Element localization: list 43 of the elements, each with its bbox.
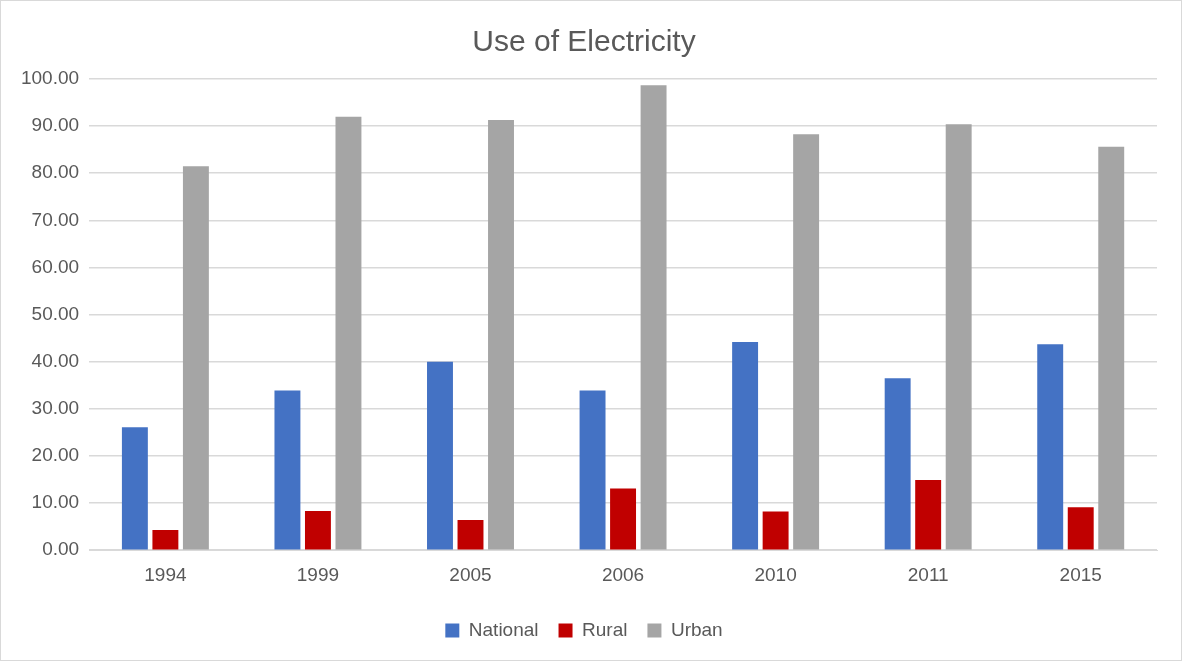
y-tick-label: 60.00 — [31, 255, 80, 277]
y-tick-label: 0.00 — [42, 538, 80, 560]
y-tick-label: 100.00 — [20, 67, 80, 89]
bar — [640, 85, 667, 550]
bar — [488, 119, 514, 550]
bar — [1098, 146, 1125, 550]
y-tick-label: 40.00 — [31, 349, 80, 371]
bar — [945, 124, 972, 550]
bar — [884, 378, 911, 550]
x-tick-label: 2011 — [907, 563, 949, 585]
y-tick-label: 30.00 — [31, 397, 80, 419]
y-tick-label: 10.00 — [31, 491, 80, 513]
bar — [915, 479, 942, 550]
bar — [610, 488, 637, 550]
bar — [457, 520, 484, 550]
y-tick-label: 90.00 — [31, 114, 80, 136]
x-tick-label: 2005 — [449, 563, 492, 585]
bar — [732, 341, 759, 550]
bar — [427, 361, 453, 550]
bar — [1037, 344, 1064, 550]
x-tick-label: 1994 — [144, 563, 187, 585]
bar — [335, 116, 362, 550]
legend-label: National — [468, 618, 539, 640]
chart-title: Use of Electricity — [472, 24, 696, 58]
y-tick-label: 80.00 — [31, 161, 80, 183]
y-tick-label: 20.00 — [31, 444, 80, 466]
bar — [1067, 507, 1094, 550]
bar — [182, 166, 209, 550]
bar — [579, 390, 606, 550]
bar — [762, 511, 789, 550]
y-tick-label: 50.00 — [31, 302, 80, 324]
bar — [304, 511, 331, 550]
bar — [274, 390, 301, 550]
x-tick-label: 2010 — [754, 563, 797, 585]
bar — [121, 427, 148, 550]
bar — [793, 134, 820, 550]
x-tick-label: 2006 — [601, 563, 645, 585]
x-tick-label: 1999 — [296, 563, 340, 585]
x-tick-label: 2015 — [1059, 563, 1102, 585]
legend-label: Rural — [582, 618, 628, 640]
bar — [152, 529, 179, 550]
legend-label: Urban — [670, 618, 723, 640]
y-tick-label: 70.00 — [31, 208, 80, 230]
